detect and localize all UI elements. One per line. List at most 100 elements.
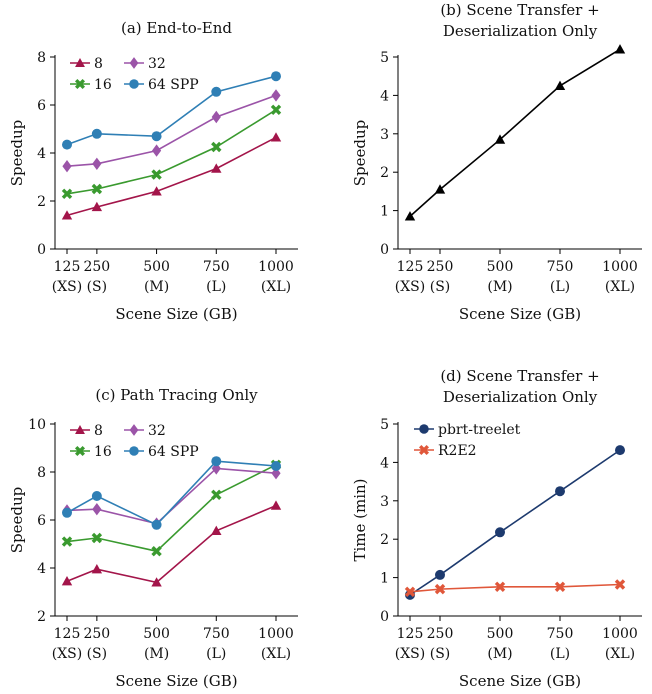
data-point <box>151 545 162 557</box>
legend-item: 16 <box>70 77 112 93</box>
data-point <box>211 110 221 124</box>
data-point <box>92 157 102 170</box>
x-tick-sublabel: (S) <box>87 646 108 662</box>
x-axis-label: Scene Size (GB) <box>459 672 581 690</box>
series-64-spp <box>62 456 281 530</box>
y-tick-label: 4 <box>380 455 389 471</box>
chart-panel-2: (b) Scene Transfer + Deserialization Only… <box>351 1 642 323</box>
data-point <box>151 519 162 530</box>
x-tick-sublabel: (XL) <box>605 646 635 662</box>
series-8 <box>61 500 282 587</box>
x-tick-label: 1000 <box>258 626 294 642</box>
x-tick-label: 500 <box>143 259 170 275</box>
series-1 <box>404 44 626 221</box>
legend-marker <box>129 446 139 456</box>
legend-marker <box>419 424 429 434</box>
data-point <box>615 445 625 456</box>
legend-label: pbrt-treelet <box>438 422 521 438</box>
data-point <box>270 104 282 116</box>
data-point <box>151 186 162 196</box>
y-tick-label: 4 <box>37 146 46 162</box>
series-r2e2 <box>404 579 626 598</box>
x-axis-label: Scene Size (GB) <box>115 305 237 323</box>
data-point <box>614 579 626 590</box>
legend-label: R2E2 <box>438 443 477 459</box>
x-tick-label: 250 <box>427 626 454 642</box>
legend-item: 16 <box>70 444 112 460</box>
x-tick-sublabel: (M) <box>144 279 169 295</box>
y-axis-label: Speedup <box>351 120 369 187</box>
data-point <box>91 128 102 139</box>
x-tick-sublabel: (XS) <box>395 279 425 295</box>
legend-label: 8 <box>94 56 103 72</box>
x-tick-label: 125 <box>397 259 424 275</box>
x-tick-sublabel: (M) <box>487 646 512 662</box>
data-point <box>270 132 282 142</box>
y-axis-label: Time (min) <box>351 478 369 561</box>
data-point <box>494 134 506 144</box>
data-point <box>271 461 281 471</box>
chart-panel-1: (a) End-to-End 0 2 4 6 8 125 (XS)250 (S) 500 (M) 75… <box>8 19 298 323</box>
legend-marker <box>418 444 430 456</box>
data-point <box>91 532 103 544</box>
x-tick-label: 500 <box>487 259 514 275</box>
x-tick-sublabel: (M) <box>487 279 512 295</box>
data-point <box>91 201 103 212</box>
x-tick-sublabel: (S) <box>87 279 108 295</box>
y-tick-label: 3 <box>380 494 389 510</box>
x-tick-sublabel: (S) <box>430 646 451 662</box>
legend-item: 8 <box>70 56 103 72</box>
y-tick-label: 2 <box>380 165 389 181</box>
legend-label: 16 <box>94 444 112 460</box>
legend-item: 64 SPP <box>124 77 199 93</box>
y-tick-label: 8 <box>37 50 46 66</box>
legend-label: 64 SPP <box>148 444 199 460</box>
x-tick-sublabel: (XS) <box>395 646 425 662</box>
legend-item: 32 <box>124 423 166 439</box>
data-point <box>434 184 446 194</box>
data-point <box>91 564 103 574</box>
legend-label: 32 <box>148 423 166 439</box>
legend-marker <box>75 425 85 434</box>
data-point <box>211 86 222 97</box>
x-tick-label: 500 <box>143 626 170 642</box>
legend-marker <box>74 78 86 90</box>
legend-item: 32 <box>124 56 166 72</box>
data-point <box>62 507 72 518</box>
x-tick-sublabel: (M) <box>144 646 169 662</box>
x-tick-label: 125 <box>54 259 81 275</box>
x-tick-label: 250 <box>83 626 110 642</box>
series-line <box>66 136 277 217</box>
y-tick-label: 2 <box>37 194 46 210</box>
x-tick-label: 125 <box>397 626 424 642</box>
legend-item: pbrt-treelet <box>414 422 521 438</box>
data-point <box>61 536 73 547</box>
legend-label: 16 <box>94 77 112 93</box>
legend-label: 64 SPP <box>148 77 199 93</box>
data-point <box>151 131 162 142</box>
data-point <box>61 210 73 220</box>
x-tick-label: 1000 <box>602 626 638 642</box>
data-point <box>151 169 162 180</box>
data-point <box>435 569 445 580</box>
legend-marker <box>74 445 86 457</box>
x-tick-label: 750 <box>547 259 574 275</box>
data-point <box>555 486 565 497</box>
x-tick-sublabel: (XS) <box>52 646 82 662</box>
y-tick-label: 0 <box>37 242 46 258</box>
series-pbrt-treelet <box>405 445 625 600</box>
x-tick-label: 500 <box>487 626 514 642</box>
x-tick-sublabel: (XS) <box>52 279 82 295</box>
x-axis-label: Scene Size (GB) <box>115 672 237 690</box>
data-point <box>211 141 222 153</box>
x-tick-label: 250 <box>83 259 110 275</box>
data-point <box>91 491 102 501</box>
y-tick-label: 6 <box>37 513 46 529</box>
x-tick-sublabel: (XL) <box>605 279 635 295</box>
legend-item: 8 <box>70 423 103 439</box>
y-tick-label: 10 <box>28 417 46 433</box>
chart-title: (d) Scene Transfer + <box>440 367 599 385</box>
chart-panel-4: (d) Scene Transfer + Deserialization Only… <box>351 367 642 690</box>
y-tick-label: 4 <box>37 561 46 577</box>
data-point <box>211 456 222 467</box>
